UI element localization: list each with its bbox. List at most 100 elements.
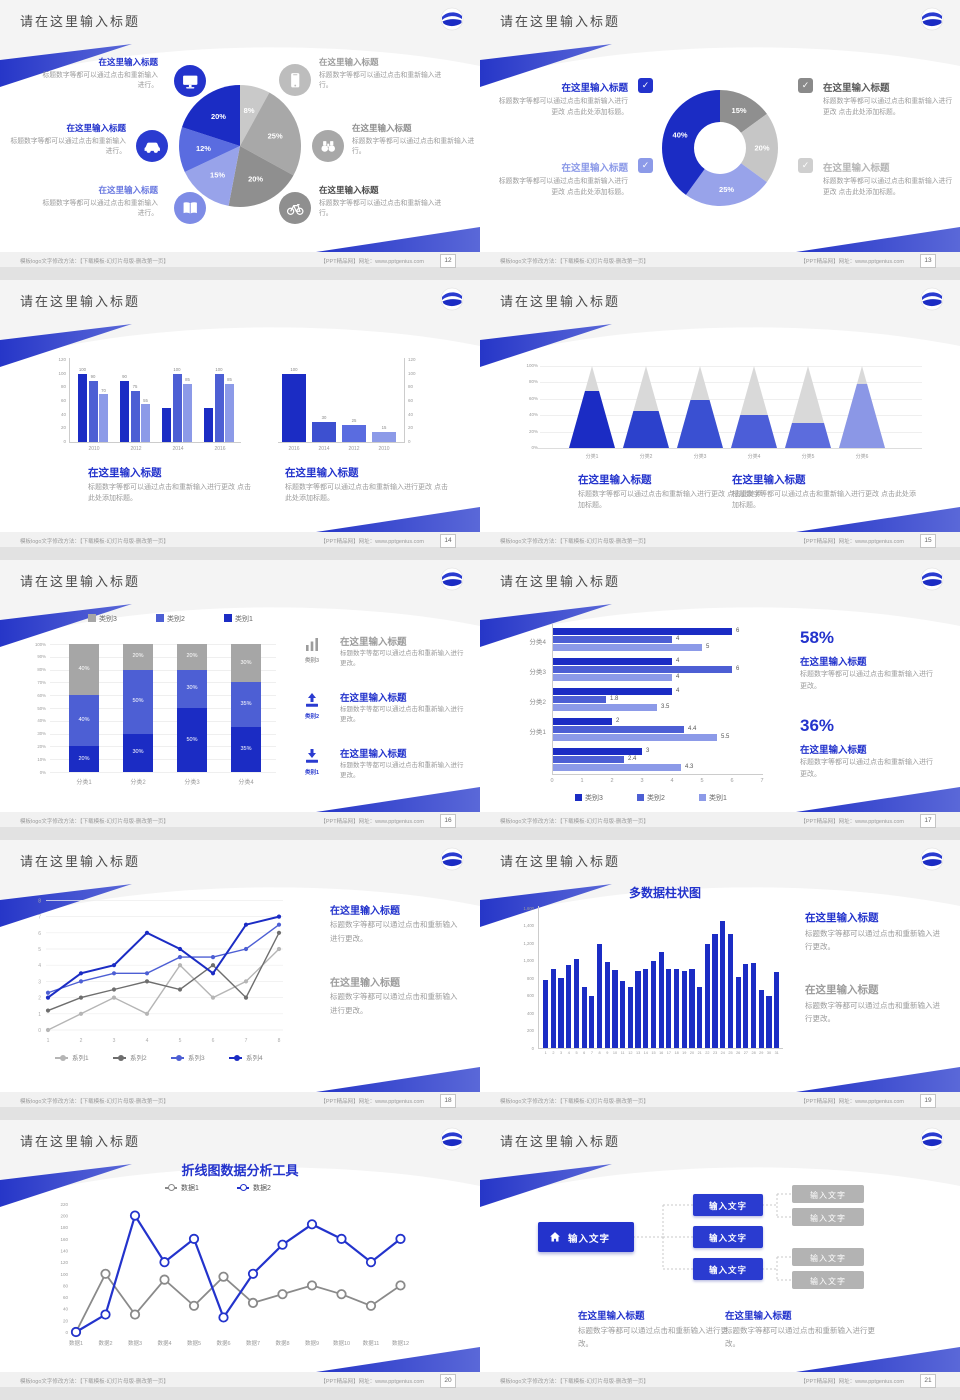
- slide-content: 8% 25% 20% 15% 12% 20% 在这里输入标题 标题数字等都可以通过点击和重新输…: [0, 40, 480, 252]
- item-title: 在这里输入标题: [66, 123, 126, 133]
- slide-thumbnail-page-12[interactable]: 请在这里输入标题 8% 25% 20% 15% 12% 20% 在这里输入标题 标题数字等都可…: [0, 0, 480, 280]
- segment-value-label: 35%: [240, 746, 252, 753]
- slide-thumbnail-page-20[interactable]: 请在这里输入标题 折线图数据分析工具 数据1 数据2 220 200 180 160 140 1…: [0, 1120, 480, 1400]
- y-axis-tick-label: 50%: [37, 705, 46, 711]
- x-axis-line: [69, 442, 241, 443]
- slide-content: 折线图数据分析工具 数据1 数据2 220 200 180 160 140 120 100 80 60…: [0, 1160, 480, 1372]
- y-axis-tick-label: 5: [38, 947, 41, 953]
- checkbox-icon[interactable]: ✓: [798, 158, 813, 173]
- slide-thumbnail-page-13[interactable]: 请在这里输入标题 15% 20% 25% 40% ✓ 在这里输入标题 标题数字等都可以通过点…: [480, 0, 960, 280]
- bar-value-label: 55: [143, 397, 148, 403]
- checkbox-icon[interactable]: ✓: [798, 78, 813, 93]
- bottom-right-ribbon: [796, 787, 960, 812]
- slide-thumbnail-page-21[interactable]: 请在这里输入标题 输入文字 输入文字 输入文字 输入文字 输入文字 输入文字 输入文字 输入文…: [480, 1120, 960, 1400]
- y-axis-tick-label: 100: [58, 370, 66, 376]
- content-curve: [0, 327, 480, 532]
- legend-swatch: [156, 614, 164, 622]
- x-axis-tick-label: 7: [245, 1038, 248, 1044]
- y-axis-tick-label: 0: [63, 439, 66, 444]
- bar: [596, 943, 603, 1048]
- tree-root-node[interactable]: 输入文字: [538, 1222, 634, 1252]
- slide-thumbnail-page-18[interactable]: 请在这里输入标题 8 7 6 5 4 3 2 1 0 1 2 3 4 5 6 7 8 系列1 系列2 系列3 系列4 在这…: [0, 840, 480, 1120]
- y-axis-tick-label: 4: [38, 963, 41, 969]
- bicycle-icon: [279, 192, 311, 224]
- bottom-right-ribbon: [316, 507, 480, 532]
- school-logo-icon: [920, 847, 944, 871]
- slide-thumbnail-page-16[interactable]: 请在这里输入标题 类别3 类别2 类别1 100% 90% 80% 70% 60% 50% 40%…: [0, 560, 480, 840]
- slide-bottom-band: [0, 1387, 480, 1400]
- tree-mid-node[interactable]: 输入文字: [693, 1194, 763, 1216]
- x-axis-tick-label: 20: [689, 1051, 695, 1055]
- y-axis-tick-label: 20: [60, 425, 66, 431]
- y-axis-tick-label: 0: [531, 1045, 534, 1051]
- pie-slice-label: 20%: [211, 112, 226, 121]
- page-number: 16: [440, 814, 456, 828]
- tree-mid-node[interactable]: 输入文字: [693, 1226, 763, 1248]
- footer-strip: [0, 1372, 480, 1387]
- top-left-ribbon: [0, 884, 132, 927]
- segment-value-label: 35%: [240, 701, 252, 708]
- y-axis-tick-label: 1,000: [523, 958, 534, 963]
- x-axis-tick-label: 数据12: [392, 1339, 409, 1347]
- slide-background: [480, 280, 960, 560]
- tree-mid-node[interactable]: 输入文字: [693, 1258, 763, 1280]
- item-body: 标题数字等都可以通过点击和重新输入进行。: [319, 71, 442, 90]
- stacked-bar-segment: [123, 644, 153, 670]
- bar-value-label: 2.4: [628, 755, 637, 762]
- slide-bottom-band: [480, 1387, 960, 1400]
- bar-value-label: 4: [676, 687, 680, 694]
- x-axis-category-label: 分类3: [693, 454, 707, 460]
- footer-left-text: 模板logo文字修改方法：【下载模板-幻灯片母版-删改第一页】: [500, 1099, 649, 1105]
- tree-leaf-node[interactable]: 输入文字: [792, 1208, 864, 1226]
- x-axis-tick-label: 26: [736, 1051, 741, 1055]
- slide-background: [0, 0, 480, 280]
- slide-title: 请在这里输入标题: [500, 294, 621, 309]
- y-axis-tick-label: 100%: [35, 641, 46, 647]
- slide-title: 请在这里输入标题: [20, 854, 141, 869]
- x-axis-category-label: 分类4: [747, 454, 761, 460]
- footer-right-text: 【PPT精品网】网址：www.pptgenius.com: [800, 1379, 904, 1385]
- y-axis-tick-label: 40%: [528, 412, 538, 418]
- y-axis-tick-label: 800: [527, 975, 534, 981]
- donut-segment-label: 40%: [673, 131, 688, 140]
- x-axis-tick-label: 2: [552, 1051, 555, 1055]
- item-body: 标题数字等都可以通过点击和重新输入进行。: [352, 137, 475, 156]
- bar-value-label: 100: [290, 367, 298, 373]
- pyramid-shape: [569, 366, 615, 448]
- bar-value-label: 70: [101, 387, 106, 393]
- checkbox-icon[interactable]: ✓: [638, 78, 653, 93]
- item-title: 在这里输入标题: [340, 749, 407, 760]
- y-axis-tick-label: 1,200: [523, 940, 534, 946]
- item-title: 在这里输入标题: [340, 637, 407, 648]
- stat-percentage: 58%: [800, 628, 835, 647]
- slide-bottom-band: [480, 547, 960, 560]
- item-body: 标题数字等都可以通过点击和重新输入进行更改。: [805, 1000, 940, 1024]
- pyramid-fill: [731, 415, 777, 448]
- y-axis-line: [404, 358, 405, 443]
- slide-thumbnail-page-14[interactable]: 请在这里输入标题 120 100 80 60 40 20 0 100 90 70 2010 90 75 5…: [0, 280, 480, 560]
- footer-right-text: 【PPT精品网】网址：www.pptgenius.com: [800, 259, 904, 265]
- checkbox-icon[interactable]: ✓: [638, 158, 653, 173]
- y-axis-tick-label: 80: [408, 384, 414, 390]
- bar: [720, 921, 726, 1048]
- footer-strip: [480, 1372, 960, 1387]
- footer-right-text: 【PPT精品网】网址：www.pptgenius.com: [320, 259, 424, 265]
- legend-label: 系列1: [72, 1055, 89, 1062]
- bar: [750, 963, 757, 1048]
- item-body: 标题数字等都可以通过点击和重新输入进行更改。: [340, 650, 464, 668]
- slide-thumbnail-page-17[interactable]: 请在这里输入标题 分类4 6 4 5 分类3 4 6 4 分类2 4 1.8 3.5 分类1 2 4.4 5.…: [480, 560, 960, 840]
- item-body: 标题数字等都可以通过点击和重新输入进行。: [42, 71, 158, 90]
- tree-leaf-node[interactable]: 输入文字: [792, 1185, 864, 1203]
- y-axis-category-label: 分类1: [529, 729, 546, 736]
- data-point: [276, 922, 282, 927]
- slide-thumbnail-page-15[interactable]: 请在这里输入标题 100% 80% 60% 40% 20% 0% 分类1 分类2 分类3 分类4 分…: [480, 280, 960, 560]
- data-point: [70, 1326, 82, 1338]
- tree-leaf-node[interactable]: 输入文字: [792, 1248, 864, 1266]
- legend-marker-dot: [59, 1054, 66, 1061]
- bar: [550, 969, 556, 1048]
- bar-value-label: 6: [736, 665, 740, 672]
- y-axis-tick-label: 8: [38, 898, 41, 904]
- slide-thumbnail-page-19[interactable]: 请在这里输入标题 多数据柱状图 1,600 1,400 1,200 1,000 800 60…: [480, 840, 960, 1120]
- tree-leaf-node[interactable]: 输入文字: [792, 1271, 864, 1289]
- data-point: [210, 995, 216, 1000]
